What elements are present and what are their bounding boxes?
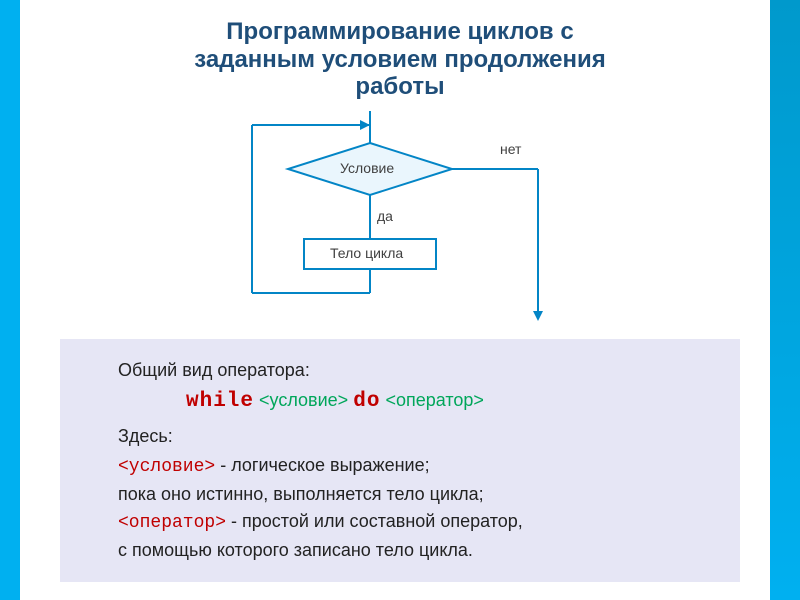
condition-label-red: <условие> [118,457,215,477]
condition-label: Условие [340,160,394,176]
here-line: Здесь: [118,423,716,450]
exit-arrowhead [533,311,543,321]
no-label: нет [500,141,521,157]
flowchart-svg [190,111,610,321]
yes-label: да [377,208,393,224]
slide-content: Программирование циклов с заданным услов… [20,0,770,600]
condition-desc-line-2: пока оно истинно, выполняется тело цикла… [118,481,716,508]
slide-title: Программирование циклов с заданным услов… [60,18,740,101]
title-line-1: Программирование циклов с [226,18,573,45]
title-line-3: работы [355,73,444,100]
right-accent-bar [770,0,800,600]
operator-desc-line-1: <оператор> - простой или составной опера… [118,508,716,537]
info-box: Общий вид оператора: while <условие> do … [60,339,740,583]
title-line-2: заданным условием продолжения [194,46,605,73]
syntax-condition: <условие> [259,390,348,410]
flowchart: Условие да нет Тело цикла [190,111,610,321]
operator-desc-line-2: с помощью которого записано тело цикла. [118,537,716,564]
body-label: Тело цикла [330,245,403,261]
general-view-line: Общий вид оператора: [118,357,716,384]
keyword-do: do [353,390,380,413]
operator-label-red: <оператор> [118,513,226,533]
left-accent-bar [0,0,20,600]
syntax-line: while <условие> do <оператор> [118,386,716,418]
condition-desc-text: - логическое выражение; [215,455,429,475]
syntax-operator: <оператор> [385,390,483,410]
keyword-while: while [186,390,254,413]
loop-arrowhead [360,120,370,130]
operator-desc-text-1: - простой или составной оператор, [226,511,523,531]
condition-desc-line: <условие> - логическое выражение; [118,452,716,481]
